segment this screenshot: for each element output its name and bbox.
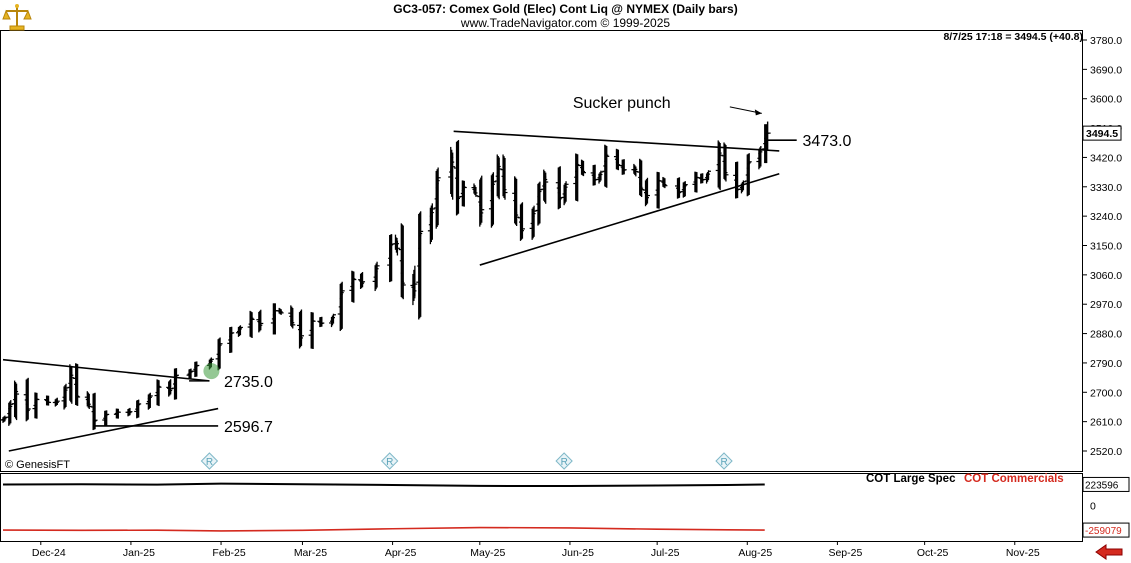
cot-value-box — [1082, 476, 1130, 492]
r-marker-glyph: R — [721, 457, 728, 468]
trendline — [2, 358, 210, 382]
x-tick-label: Jul-25 — [651, 547, 680, 559]
price-tick-label: 3420.0 — [1090, 152, 1122, 164]
price-tick-label: 3150.0 — [1090, 241, 1122, 253]
price-tick-label: 3690.0 — [1090, 64, 1122, 76]
trendline — [479, 172, 780, 266]
annotation-label: Sucker punch — [573, 95, 671, 112]
r-marker-icon — [380, 452, 399, 470]
x-tick-label: Jan-25 — [123, 547, 155, 559]
r-marker-icon — [200, 452, 219, 470]
x-tick-label: May-25 — [470, 547, 505, 559]
last-price-label: 3494.5 — [1086, 128, 1118, 140]
cot-value-label: 223596 — [1085, 480, 1119, 491]
x-tick-label: Aug-25 — [738, 547, 772, 559]
price-tick-label: 3780.0 — [1090, 35, 1122, 47]
price-tick-label: 3060.0 — [1090, 270, 1122, 282]
x-tick-label: Sep-25 — [828, 547, 862, 559]
price-tick-label: 2520.0 — [1090, 446, 1122, 458]
gold-scales-icon — [2, 4, 32, 31]
legend-cot-large-spec: COT Large Spec — [866, 473, 956, 485]
price-tick-label: 3330.0 — [1090, 182, 1122, 194]
r-marker-icon — [715, 452, 733, 470]
annotation-arrowhead-icon — [754, 109, 762, 116]
price-tick-label: 3600.0 — [1090, 94, 1122, 106]
x-tick-label: Feb-25 — [212, 547, 245, 559]
price-tick-label: 2880.0 — [1090, 329, 1122, 341]
trendline — [453, 130, 780, 152]
price-tick-label: 2700.0 — [1090, 387, 1122, 399]
annotation-label: 2735.0 — [224, 374, 273, 391]
chart-title: GC3-057: Comex Gold (Elec) Cont Liq @ NY… — [393, 2, 738, 16]
cot-large-spec-line — [2, 482, 765, 488]
r-marker-glyph: R — [561, 457, 568, 468]
x-tick-label: Apr-25 — [385, 547, 417, 559]
website-credit: www.TradeNavigator.com © 1999-2025 — [460, 16, 671, 30]
scroll-left-arrow-icon[interactable] — [1094, 544, 1124, 560]
cot-zero-label: 0 — [1090, 501, 1096, 513]
r-marker-glyph: R — [386, 457, 393, 468]
price-tick-label: 2970.0 — [1090, 299, 1122, 311]
r-marker-glyph: R — [206, 457, 213, 468]
annotation-label: 3473.0 — [803, 133, 852, 150]
x-tick-label: Oct-25 — [917, 547, 949, 559]
trendlines — [2, 130, 797, 452]
annotation-label: 2596.7 — [224, 419, 273, 436]
legend-cot-commercials: COT Commercials — [964, 473, 1064, 485]
x-tick-label: Nov-25 — [1006, 547, 1040, 559]
trendline — [8, 407, 219, 452]
cot-commercials-line — [2, 526, 765, 532]
copyright-label: © GenesisFT — [5, 459, 70, 471]
r-marker-icon — [555, 452, 573, 470]
price-panel-frame — [0, 30, 1083, 472]
x-tick-label: Jun-25 — [562, 547, 594, 559]
cot-value-label: -259079 — [1085, 526, 1122, 537]
x-tick-label: Mar-25 — [294, 547, 327, 559]
price-bars — [0, 121, 771, 431]
x-tick-label: Dec-24 — [32, 547, 66, 559]
price-tick-label: 3240.0 — [1090, 211, 1122, 223]
last-price-box — [1082, 125, 1122, 141]
price-tick-label: 2610.0 — [1090, 417, 1122, 429]
breakout-circle-marker — [203, 363, 220, 380]
price-readout: 8/7/25 17:18 = 3494.5 (+40.8) — [943, 31, 1083, 43]
cot-value-box — [1082, 522, 1130, 538]
price-tick-label: 2790.0 — [1090, 358, 1122, 370]
cot-panel-frame — [0, 473, 1083, 542]
